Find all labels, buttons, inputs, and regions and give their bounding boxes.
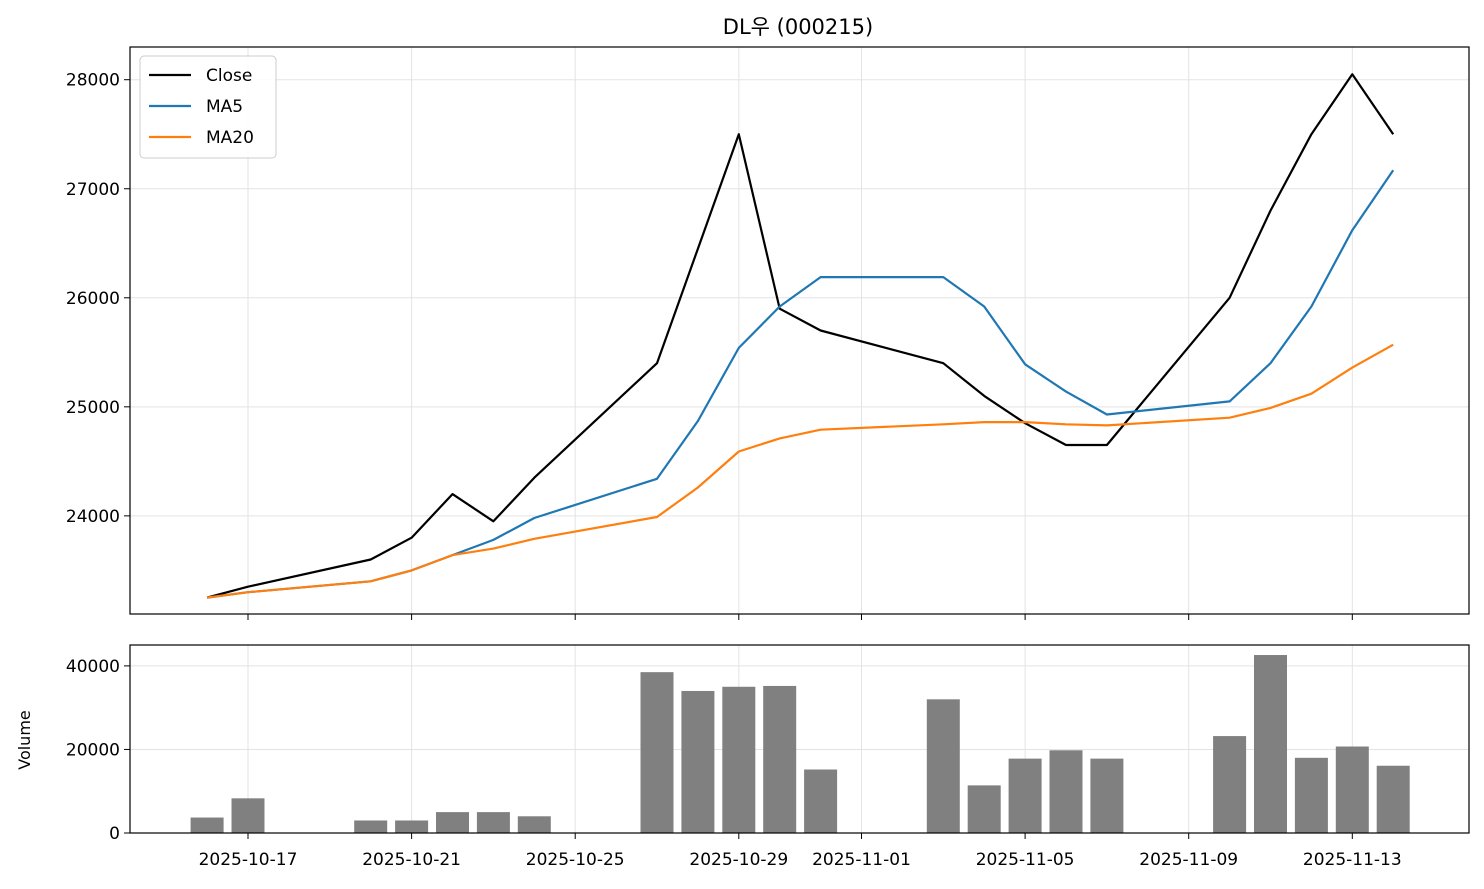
volume-bar bbox=[681, 690, 715, 833]
series-line-ma5 bbox=[206, 169, 1395, 599]
x-tick-label: 2025-10-21 bbox=[362, 850, 461, 870]
volume-bar bbox=[1254, 655, 1287, 833]
volume-bar bbox=[1049, 750, 1083, 833]
y-tick-label: 28000 bbox=[66, 71, 120, 91]
volume-bar bbox=[1090, 758, 1124, 833]
volume-bar bbox=[395, 820, 429, 833]
volume-bar bbox=[1294, 757, 1328, 833]
y-tick-label: 26000 bbox=[66, 289, 120, 309]
series-line-ma20 bbox=[206, 343, 1394, 599]
volume-bar bbox=[640, 672, 674, 833]
volume-bar bbox=[1008, 758, 1042, 833]
volume-bar bbox=[436, 812, 469, 833]
volume-bar bbox=[354, 820, 388, 833]
volume-axis-label: Volume bbox=[15, 710, 34, 770]
x-tick-label: 2025-10-17 bbox=[199, 850, 298, 870]
volume-bar bbox=[967, 785, 1001, 833]
volume-bar bbox=[926, 699, 960, 833]
x-tick-label: 2025-11-13 bbox=[1303, 850, 1402, 870]
volume-bar bbox=[517, 816, 551, 833]
y-tick-label: 27000 bbox=[66, 180, 120, 200]
volume-bar bbox=[476, 812, 510, 833]
volume-bar bbox=[231, 798, 265, 833]
series-line-close bbox=[206, 73, 1395, 599]
volume-bar bbox=[804, 769, 838, 833]
volume-panel-frame bbox=[129, 644, 1470, 834]
legend-label: MA5 bbox=[206, 97, 243, 117]
legend-label: MA20 bbox=[206, 128, 254, 148]
x-tick-label: 2025-10-29 bbox=[689, 850, 788, 870]
price-lines bbox=[206, 73, 1395, 599]
legend: Close MA5 MA20 bbox=[139, 55, 277, 159]
volume-bar bbox=[1376, 765, 1410, 833]
y-tick-label: 40000 bbox=[66, 657, 120, 677]
x-tick-label: 2025-11-05 bbox=[976, 850, 1075, 870]
y-tick-label: 24000 bbox=[66, 507, 120, 527]
volume-bars bbox=[190, 655, 1410, 833]
x-tick-label: 2025-11-09 bbox=[1139, 850, 1238, 870]
legend-label: Close bbox=[206, 66, 252, 86]
y-tick-label: 25000 bbox=[66, 398, 120, 418]
price-panel-frame bbox=[129, 46, 1470, 615]
axes: 24000 25000 26000 27000 28000 0 20000 40000 2025… bbox=[66, 46, 1470, 870]
volume-bar bbox=[763, 685, 797, 833]
volume-bar bbox=[722, 686, 756, 833]
volume-bar bbox=[1213, 736, 1247, 833]
y-tick-label: 0 bbox=[109, 824, 120, 844]
volume-bar bbox=[1335, 746, 1369, 833]
x-tick-label: 2025-10-25 bbox=[526, 850, 625, 870]
x-tick-label: 2025-11-01 bbox=[812, 850, 911, 870]
chart-title: DL우 (000215) bbox=[723, 15, 873, 39]
y-tick-label: 20000 bbox=[66, 740, 120, 760]
volume-bar bbox=[190, 817, 224, 833]
legend-box bbox=[139, 55, 277, 159]
